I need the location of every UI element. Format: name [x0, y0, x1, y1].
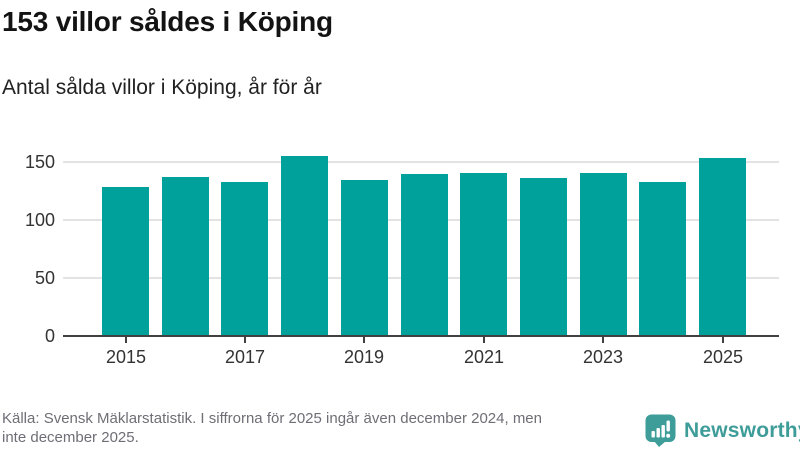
bar-2022: [520, 178, 567, 336]
x-axis-tick-label: 2023: [582, 347, 624, 367]
bar-2015: [102, 187, 149, 336]
newsworthy-logo-icon: [645, 414, 676, 447]
newsworthy-logo-text: Newsworthy: [684, 418, 800, 442]
source-note: Källa: Svensk Mäklarstatistik. I siffror…: [2, 409, 542, 447]
bar-2016: [162, 177, 209, 336]
x-axis-tick: [125, 337, 127, 343]
newsworthy-logo: Newsworthy: [645, 414, 800, 447]
bar-2023: [580, 173, 627, 336]
y-axis-tick-label: 50: [34, 267, 55, 288]
x-axis-tick-label: 2021: [463, 347, 505, 367]
bar-2019: [341, 180, 388, 336]
x-axis-tick-label: 2015: [105, 347, 147, 367]
y-axis-tick-label: 100: [24, 209, 55, 230]
x-axis-tick: [602, 337, 604, 343]
y-axis-tick-label: 0: [44, 326, 55, 346]
x-axis-tick: [244, 337, 246, 343]
bar-2025: [699, 158, 746, 336]
x-axis-tick-label: 2019: [343, 347, 385, 367]
x-axis-tick: [722, 337, 724, 343]
bar-2021: [460, 173, 507, 336]
page-title: 153 villor såldes i Köping: [2, 6, 333, 37]
x-axis-tick-label: 2017: [224, 347, 266, 367]
source-note-line2: inte december 2025.: [2, 429, 139, 446]
bar-2018: [281, 156, 328, 336]
y-gridline: [63, 160, 779, 163]
bar-2017: [221, 182, 268, 336]
source-note-line1: Källa: Svensk Mäklarstatistik. I siffror…: [2, 410, 542, 427]
y-axis-tick-label: 150: [24, 151, 55, 172]
chart-subtitle: Antal sålda villor i Köping, år för år: [2, 76, 322, 99]
bar-chart: 0 50 100 150 2015 2017 2019 2021 2023 2025: [0, 140, 800, 375]
bar-2024: [639, 182, 686, 336]
x-axis-line: [63, 335, 779, 337]
bar-2020: [401, 174, 448, 336]
x-axis-tick-label: 2025: [702, 347, 744, 367]
x-axis-tick: [483, 337, 485, 343]
x-axis-tick: [363, 337, 365, 343]
